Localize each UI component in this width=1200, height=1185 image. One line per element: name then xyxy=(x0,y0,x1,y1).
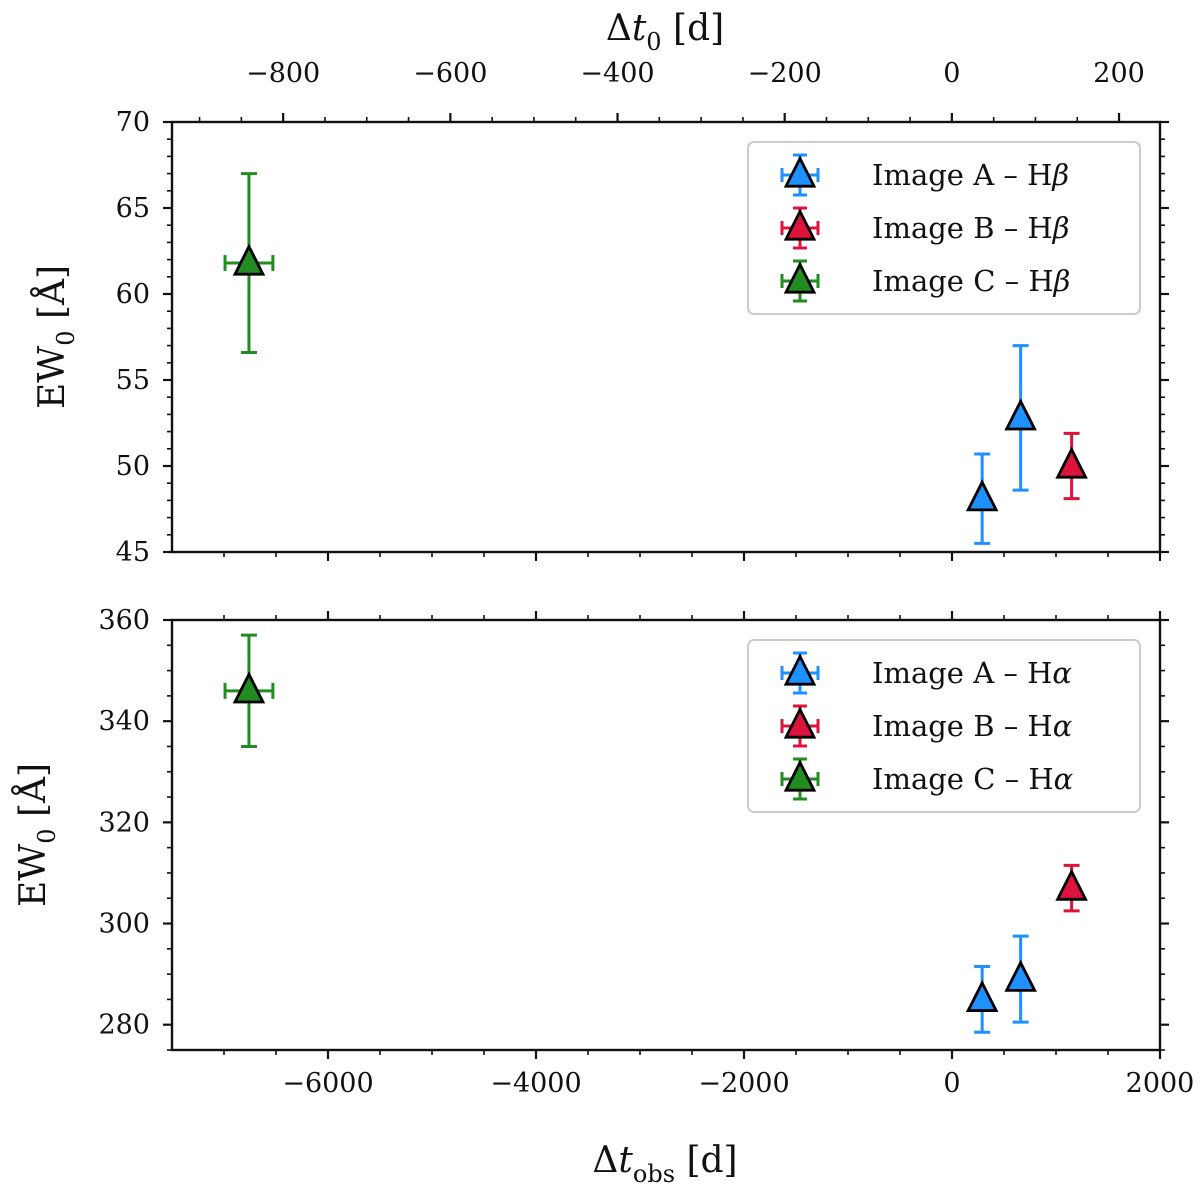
legend-marker xyxy=(783,261,817,294)
data-point-group xyxy=(1004,344,1037,492)
top-panel-y-axis-title: EW0 [Å] xyxy=(31,265,80,409)
legend-entry: Image B – Hβ xyxy=(780,206,1070,250)
y-tick-label: 340 xyxy=(98,706,150,737)
top-x-tick-label: −800 xyxy=(246,58,320,89)
x-tick-label: −4000 xyxy=(490,1068,581,1099)
legend-entry: Image C – Hβ xyxy=(780,259,1070,303)
plot-frame xyxy=(170,120,1162,554)
legend-entry: Image A – Hα xyxy=(780,651,1072,695)
data-point-group xyxy=(965,452,999,545)
legend-label: Image C – Hβ xyxy=(872,264,1070,298)
legend-label: Image B – Hα xyxy=(872,709,1072,743)
top-x-tick-label: −400 xyxy=(580,58,654,89)
legend-marker xyxy=(783,155,817,188)
data-point-marker xyxy=(1004,959,1037,992)
top-x-tick-label: 200 xyxy=(1093,58,1145,89)
data-point-marker xyxy=(232,243,266,276)
data-point-group xyxy=(1055,863,1088,913)
top-x-axis-title: Δt0 [d] xyxy=(606,8,724,56)
legend-marker xyxy=(783,653,817,686)
bottom-panel-y-axis-title: EW0 [Å] xyxy=(12,763,61,907)
data-point-group xyxy=(1004,934,1037,1024)
legend-marker xyxy=(783,706,817,739)
legend-marker xyxy=(783,759,817,792)
x-tick-label: 0 xyxy=(943,1068,960,1099)
data-point-marker xyxy=(1004,398,1037,431)
legend-label: Image B – Hβ xyxy=(872,211,1070,245)
y-tick-label: 65 xyxy=(116,193,150,224)
legend-marker xyxy=(783,208,817,241)
data-point-group xyxy=(1055,431,1088,501)
y-tick-label: 360 xyxy=(98,605,150,636)
x-tick-label: −6000 xyxy=(282,1068,373,1099)
legend-entry: Image B – Hα xyxy=(780,704,1072,748)
y-tick-label: 60 xyxy=(116,279,150,310)
plot-frame xyxy=(170,618,1162,1052)
y-tick-label: 320 xyxy=(98,807,150,838)
y-tick-label: 45 xyxy=(116,537,150,568)
legend: Image A – Hβ Image B – Hβ Image C – Hβ xyxy=(747,141,1141,315)
y-tick-label: 70 xyxy=(116,107,150,138)
y-tick-label: 50 xyxy=(116,451,150,482)
x-tick-label: 2000 xyxy=(1126,1068,1195,1099)
data-point-group xyxy=(223,172,275,354)
legend-label: Image A – Hα xyxy=(872,656,1072,690)
legend-label: Image C – Hα xyxy=(872,762,1073,796)
data-point-marker xyxy=(232,671,266,704)
data-point-marker xyxy=(1055,868,1088,901)
top-x-tick-label: −600 xyxy=(413,58,487,89)
legend-box xyxy=(747,141,1141,315)
legend-box xyxy=(747,639,1141,813)
data-point-group xyxy=(965,965,999,1034)
y-tick-label: 55 xyxy=(116,365,150,396)
y-tick-label: 300 xyxy=(98,909,150,940)
data-point-group xyxy=(223,633,275,748)
top-panel-hbeta: −800 −600 −400 −200 0 200 45 50 55 60 65 70 Image A … xyxy=(116,58,1169,568)
legend-entry: Image A – Hβ xyxy=(780,153,1069,197)
y-tick-label: 280 xyxy=(98,1010,150,1041)
bottom-x-axis-title: Δtobs [d] xyxy=(592,1140,737,1185)
top-x-tick-label: 0 xyxy=(943,58,960,89)
legend-entry: Image C – Hα xyxy=(780,757,1073,801)
bottom-panel-halpha: −6000 −4000 −2000 0 2000 280 300 320 340 360 Image… xyxy=(98,605,1194,1099)
data-point-marker xyxy=(965,479,999,512)
legend-label: Image A – Hβ xyxy=(872,158,1069,192)
data-point-marker xyxy=(965,979,999,1012)
top-x-tick-label: −200 xyxy=(748,58,822,89)
x-tick-label: −2000 xyxy=(698,1068,789,1099)
data-point-marker xyxy=(1055,446,1088,479)
legend: Image A – Hα Image B – Hα Image C – Hα xyxy=(747,639,1141,813)
